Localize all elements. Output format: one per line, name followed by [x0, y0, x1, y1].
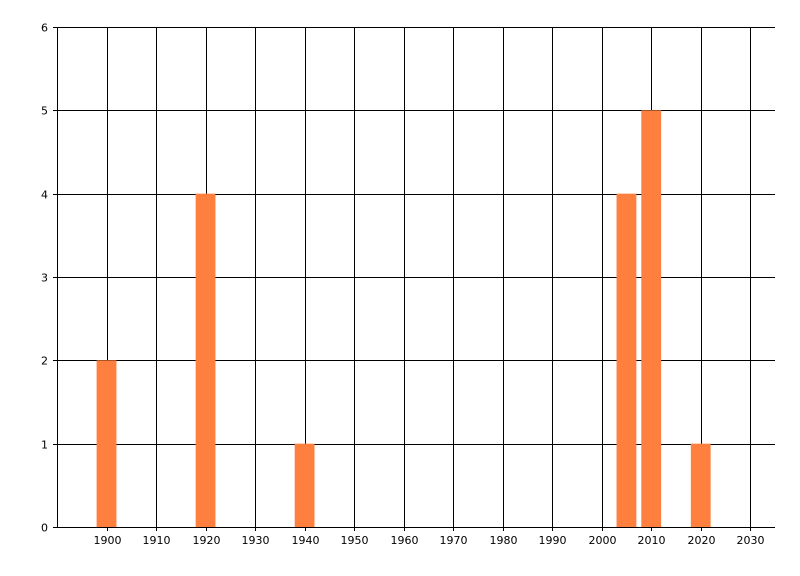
x-tick-label: 1920	[193, 534, 221, 547]
x-tick-label: 2000	[589, 534, 617, 547]
y-tick-label: 1	[41, 439, 48, 452]
y-tick-label: 3	[41, 272, 48, 285]
bar-1940	[294, 443, 315, 527]
y-tick-label: 0	[41, 522, 48, 535]
x-tick-label: 1980	[490, 534, 518, 547]
bar-1900	[96, 360, 117, 527]
x-tick-label: 1950	[341, 534, 369, 547]
axes	[53, 27, 775, 531]
tick-labels: 0 1 2 3 4 5 6 1900 1910 1920 1930 1940 1950 1960 1970 1…	[41, 22, 765, 548]
y-tick-label: 4	[41, 189, 48, 202]
x-tick-label: 1900	[94, 534, 122, 547]
bars	[96, 110, 711, 527]
x-tick-label: 1960	[391, 534, 419, 547]
bar-2005	[616, 193, 637, 527]
x-tick-label: 1930	[242, 534, 270, 547]
bar-2020	[690, 443, 711, 527]
bar-2010	[641, 110, 662, 527]
x-tick-label: 2010	[638, 534, 666, 547]
y-tick-label: 5	[41, 105, 48, 118]
grid	[57, 27, 775, 527]
x-tick-label: 1940	[292, 534, 320, 547]
x-tick-label: 2020	[688, 534, 716, 547]
y-tick-label: 2	[41, 355, 48, 368]
x-tick-label: 1910	[143, 534, 171, 547]
x-tick-label: 1970	[440, 534, 468, 547]
x-tick-label: 2030	[737, 534, 765, 547]
bar-1920	[195, 193, 216, 527]
x-tick-label: 1990	[539, 534, 567, 547]
y-tick-label: 6	[41, 22, 48, 35]
